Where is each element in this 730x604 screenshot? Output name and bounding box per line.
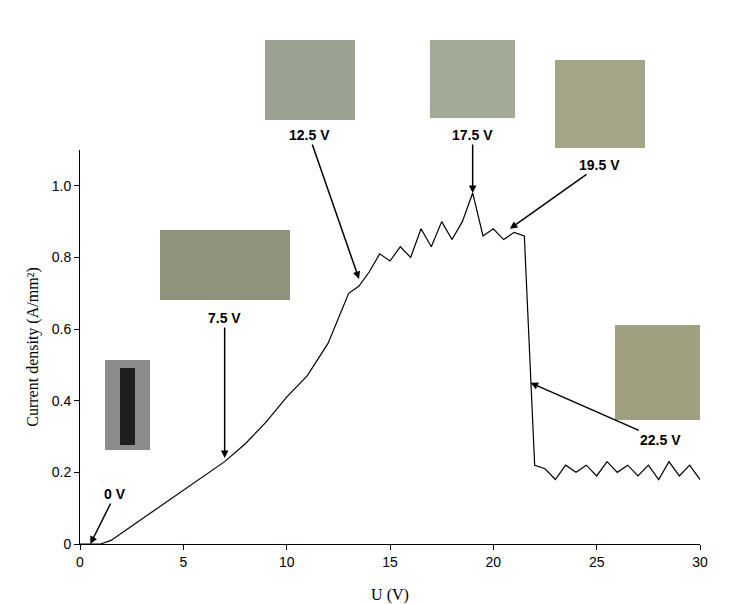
svg-text:Current density (A/mm²): Current density (A/mm²) <box>24 267 42 426</box>
svg-text:0.8: 0.8 <box>52 249 72 265</box>
svg-text:0: 0 <box>76 554 84 570</box>
svg-text:0.4: 0.4 <box>52 393 72 409</box>
svg-text:0 V: 0 V <box>104 486 126 502</box>
svg-text:17.5 V: 17.5 V <box>452 127 493 143</box>
svg-text:1.0: 1.0 <box>52 178 72 194</box>
svg-text:0.2: 0.2 <box>52 464 72 480</box>
svg-text:0: 0 <box>63 536 71 552</box>
svg-text:5: 5 <box>179 554 187 570</box>
svg-text:0.6: 0.6 <box>52 321 72 337</box>
svg-text:15: 15 <box>382 554 398 570</box>
svg-text:22.5 V: 22.5 V <box>640 432 681 448</box>
svg-text:20: 20 <box>486 554 502 570</box>
svg-text:10: 10 <box>279 554 295 570</box>
svg-text:U (V): U (V) <box>371 586 409 604</box>
svg-text:30: 30 <box>692 554 708 570</box>
svg-text:25: 25 <box>589 554 605 570</box>
svg-text:19.5 V: 19.5 V <box>579 157 620 173</box>
svg-text:7.5 V: 7.5 V <box>208 310 241 326</box>
svg-text:12.5 V: 12.5 V <box>289 127 330 143</box>
